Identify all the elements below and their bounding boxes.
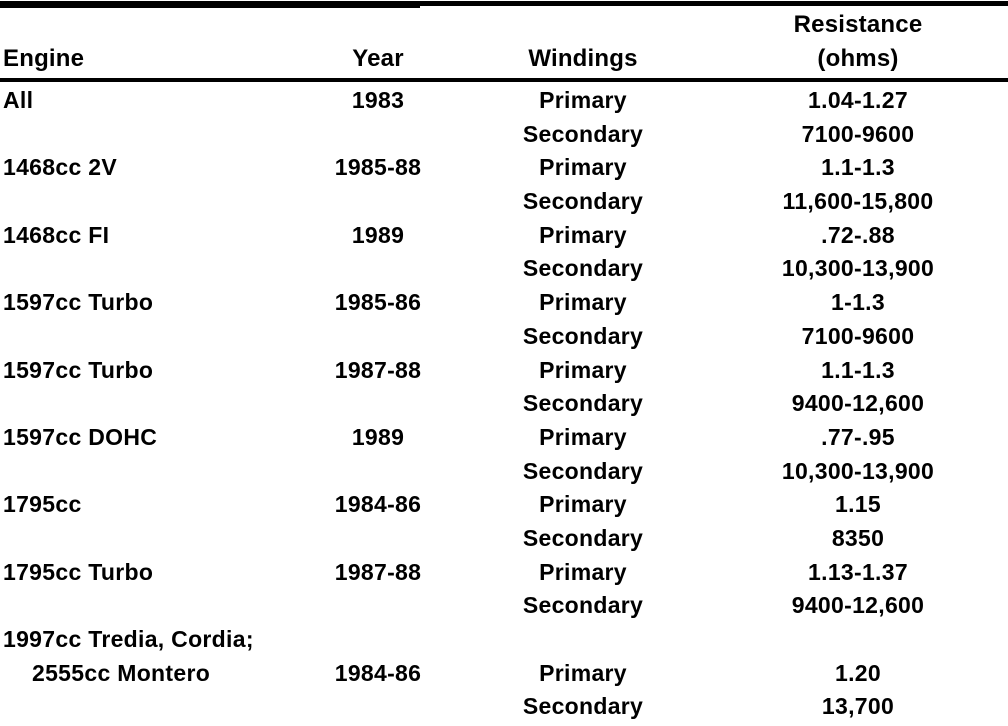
year-cell: 1985-88: [334, 154, 422, 181]
engine-cell: 1468cc 2V: [3, 154, 117, 181]
column-header-engine: Engine: [3, 45, 85, 72]
winding-cell: Primary: [539, 154, 627, 181]
top-rule-step: [0, 6, 420, 8]
year-cell: 1984-86: [334, 659, 422, 686]
table-row: 1795cc Turbo 1987-88 Primary 1.13-1.37: [0, 556, 1008, 590]
year-cell: 1985-86: [334, 289, 422, 316]
winding-cell: Secondary: [522, 693, 644, 720]
year-cell: 1989: [351, 423, 405, 450]
resistance-cell: 13,700: [821, 693, 895, 720]
engine-cell: 1597cc Turbo: [3, 289, 154, 316]
table-row: 1597cc DOHC 1989 Primary .77-.95: [0, 421, 1008, 455]
table-row: 1597cc Turbo 1987-88 Primary 1.1-1.3: [0, 354, 1008, 388]
engine-cell: 1597cc DOHC: [3, 423, 158, 450]
year-cell: 1987-88: [334, 356, 422, 383]
engine-cell: 1795cc: [3, 491, 82, 518]
engine-cell: All: [3, 87, 34, 113]
winding-cell: Primary: [539, 87, 627, 113]
winding-cell: Primary: [539, 356, 627, 383]
table-row: 1997cc Tredia, Cordia;: [0, 623, 1008, 657]
resistance-cell: 10,300-13,900: [781, 255, 935, 282]
winding-cell: Primary: [539, 289, 627, 316]
engine-cell: 1468cc FI: [3, 221, 110, 248]
resistance-cell: 1.15: [835, 491, 881, 518]
table-header: Resistance Engine Year Windings (ohms): [0, 8, 1008, 76]
resistance-cell: 1.13-1.37: [808, 558, 908, 585]
resistance-cell: 9400-12,600: [791, 592, 925, 619]
table-row: Secondary 9400-12,600: [0, 589, 1008, 623]
column-header-windings: Windings: [528, 45, 638, 72]
year-cell: 1983: [351, 87, 405, 113]
winding-cell: Secondary: [522, 390, 644, 417]
column-header-resistance-line2: (ohms): [817, 45, 899, 72]
resistance-cell: 1.04-1.27: [808, 87, 908, 113]
winding-cell: Secondary: [522, 120, 644, 147]
column-header-resistance-line1: Resistance: [793, 11, 923, 38]
winding-cell: Secondary: [522, 188, 644, 215]
engine-cell: 2555cc Montero: [32, 659, 211, 686]
winding-cell: Secondary: [522, 322, 644, 349]
table-row: 1468cc 2V 1985-88 Primary 1.1-1.3: [0, 151, 1008, 185]
resistance-cell: 9400-12,600: [791, 390, 925, 417]
winding-cell: Primary: [539, 423, 627, 450]
resistance-cell: 1.1-1.3: [821, 356, 895, 383]
resistance-cell: .77-.95: [821, 423, 895, 450]
year-cell: 1987-88: [334, 558, 422, 585]
table-row: Secondary 8350: [0, 522, 1008, 556]
table-row: Secondary 10,300-13,900: [0, 252, 1008, 286]
resistance-cell: 1-1.3: [831, 289, 885, 316]
header-line-1: Resistance: [0, 8, 1008, 42]
header-line-2: Engine Year Windings (ohms): [0, 42, 1008, 76]
table-row: 1468cc FI 1989 Primary .72-.88: [0, 219, 1008, 253]
table-row: Secondary 13,700: [0, 690, 1008, 724]
table-body: All 1983 Primary 1.04-1.27 Secondary 710…: [0, 84, 1008, 724]
year-cell: 1984-86: [334, 491, 422, 518]
year-cell: 1989: [351, 221, 405, 248]
resistance-cell: 1.1-1.3: [821, 154, 895, 181]
resistance-cell: .72-.88: [821, 221, 895, 248]
header-rule: [0, 78, 1008, 82]
table-row: Secondary 7100-9600: [0, 118, 1008, 152]
table-row: 1597cc Turbo 1985-86 Primary 1-1.3: [0, 286, 1008, 320]
winding-cell: Secondary: [522, 457, 644, 484]
resistance-cell: 11,600-15,800: [782, 188, 934, 215]
column-header-year: Year: [352, 45, 404, 72]
winding-cell: Secondary: [522, 255, 644, 282]
winding-cell: Primary: [539, 558, 627, 585]
resistance-cell: 7100-9600: [801, 322, 915, 349]
winding-cell: Primary: [539, 659, 627, 686]
resistance-cell: 1.20: [835, 659, 881, 686]
table-row: Secondary 11,600-15,800: [0, 185, 1008, 219]
winding-cell: Secondary: [522, 524, 644, 551]
resistance-cell: 7100-9600: [801, 120, 915, 147]
winding-cell: Primary: [539, 491, 627, 518]
winding-cell: Secondary: [522, 592, 644, 619]
resistance-cell: 10,300-13,900: [781, 457, 935, 484]
table-row: 1795cc 1984-86 Primary 1.15: [0, 488, 1008, 522]
table-row: Secondary 9400-12,600: [0, 387, 1008, 421]
top-rule: [0, 1, 1008, 8]
table-row: 2555cc Montero 1984-86 Primary 1.20: [0, 657, 1008, 691]
engine-cell: 1795cc Turbo: [3, 558, 154, 585]
engine-cell: 1597cc Turbo: [3, 356, 154, 383]
engine-cell: 1997cc Tredia, Cordia;: [3, 626, 254, 652]
winding-cell: Primary: [539, 221, 627, 248]
table-row: Secondary 10,300-13,900: [0, 455, 1008, 489]
table-row: All 1983 Primary 1.04-1.27: [0, 84, 1008, 118]
table-row: Secondary 7100-9600: [0, 320, 1008, 354]
resistance-cell: 8350: [831, 524, 885, 551]
